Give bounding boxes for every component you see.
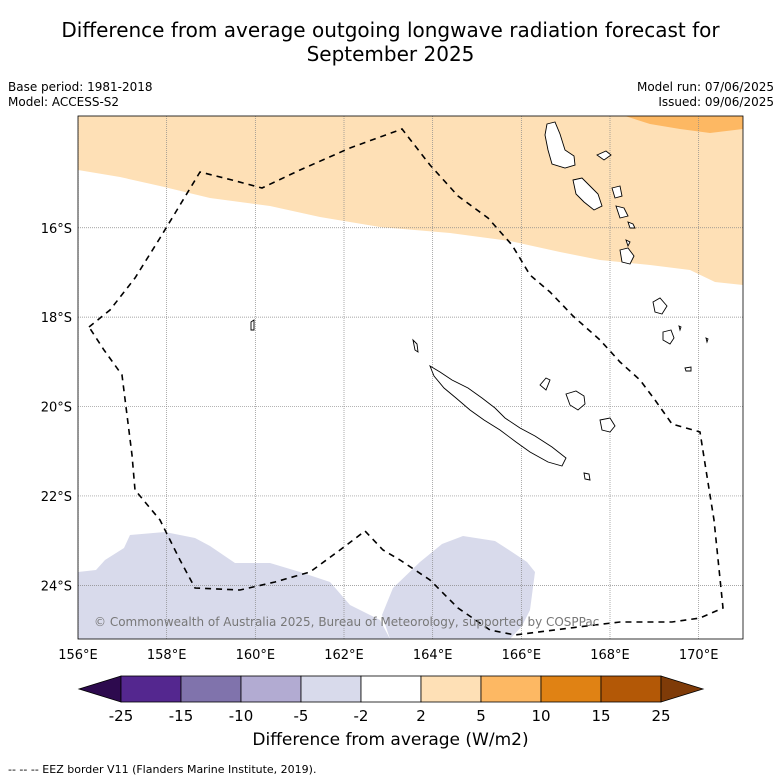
colorbar-swatch — [120, 675, 182, 703]
vanuatu-erromango — [615, 205, 629, 219]
colorbar-swatch — [240, 675, 302, 703]
colorbar-swatches — [77, 675, 705, 703]
colorbar-tick-labels: -25 -15 -10 -5 -2 2 5 10 15 25 — [109, 707, 671, 725]
anomaly-positive-band — [78, 116, 743, 285]
latitude-tick-labels: 16°S 18°S 20°S 22°S 24°S — [41, 222, 72, 595]
loyalty-lifou — [565, 390, 586, 411]
vanuatu-small-2 — [625, 239, 631, 248]
model-run: Model run: 07/06/2025 — [636, 80, 774, 94]
colorbar-swatch — [180, 675, 242, 703]
colorbar-extend-max — [660, 675, 705, 703]
anomaly-positive-strong — [625, 116, 743, 133]
vanuatu-tanna — [619, 247, 635, 265]
lat-tick-label: 18°S — [41, 311, 72, 326]
colorbar-swatch — [480, 675, 542, 703]
vanuatu-small-1 — [627, 221, 636, 229]
vanuatu-santo — [544, 121, 576, 169]
map-frame — [77, 115, 744, 640]
vanuatu-malekula — [572, 177, 603, 211]
loyalty-mare — [599, 417, 616, 433]
meta-right: Model run: 07/06/2025 Issued: 09/06/2025 — [637, 80, 774, 110]
vanuatu-ambae — [596, 150, 612, 161]
lat-tick-label: 22°S — [41, 490, 72, 505]
small-reef-3 — [705, 337, 709, 344]
colorbar-tick-label: 25 — [651, 707, 670, 725]
colorbar-tick-label: 2 — [416, 707, 426, 725]
title-line-1: Difference from average outgoing longwav… — [61, 18, 720, 42]
colorbar-swatch — [300, 675, 362, 703]
lon-tick-label: 166°E — [502, 648, 542, 663]
lat-tick-label: 16°S — [41, 222, 72, 237]
colorbar-tick-label: 15 — [591, 707, 610, 725]
loyalty-ouvea — [539, 377, 551, 391]
colorbar-swatch — [420, 675, 482, 703]
base-period: Base period: 1981-2018 — [8, 80, 153, 94]
eez-border — [87, 128, 724, 636]
title-line-2: September 2025 — [306, 42, 475, 66]
issued-date: Issued: 09/06/2025 — [658, 95, 774, 109]
colorbar-tick-label: -5 — [294, 707, 309, 725]
colorbar-tick-label: -2 — [354, 707, 369, 725]
copyright-text: © Commonwealth of Australia 2025, Bureau… — [94, 615, 599, 629]
matthew-island-2 — [662, 329, 675, 345]
lat-tick-label: 24°S — [41, 579, 72, 594]
longitude-tick-labels: 156°E 158°E 160°E 162°E 164°E 166°E 168°E 170°E — [58, 648, 718, 663]
isle-of-pines — [583, 472, 591, 481]
small-reef-1 — [250, 319, 255, 331]
chart-title: Difference from average outgoing longwav… — [0, 18, 781, 66]
coastlines — [250, 121, 709, 481]
colorbar-swatch — [600, 675, 662, 703]
colorbar-extend-min — [77, 675, 122, 703]
hunter-island — [684, 366, 692, 372]
model-name: Model: ACCESS-S2 — [8, 95, 120, 109]
meta-left: Base period: 1981-2018 Model: ACCESS-S2 — [8, 80, 153, 110]
matthew-island-1 — [652, 297, 668, 315]
lat-tick-label: 20°S — [41, 401, 72, 416]
lon-tick-label: 170°E — [679, 648, 719, 663]
colorbar-swatch — [540, 675, 602, 703]
lon-tick-label: 164°E — [413, 648, 453, 663]
colorbar-tick-label: 10 — [531, 707, 550, 725]
lon-tick-label: 156°E — [58, 648, 98, 663]
lon-tick-label: 158°E — [147, 648, 187, 663]
lon-tick-label: 162°E — [324, 648, 364, 663]
colorbar-label: Difference from average (W/m2) — [252, 730, 529, 750]
anomaly-negative-right — [382, 536, 535, 639]
colorbar-tick-label: -10 — [229, 707, 254, 725]
colorbar-tick-label: -25 — [109, 707, 134, 725]
vanuatu-efate — [611, 185, 623, 199]
belep-island — [412, 338, 419, 353]
colorbar-tick-label: 5 — [476, 707, 486, 725]
small-reef-2 — [678, 325, 682, 332]
lon-tick-label: 168°E — [590, 648, 630, 663]
lon-tick-label: 160°E — [236, 648, 276, 663]
colorbar-swatch — [360, 675, 422, 703]
eez-legend-note: -- -- -- EEZ border V11 (Flanders Marine… — [8, 763, 317, 776]
new-caledonia-main — [429, 364, 567, 467]
colorbar-tick-label: -15 — [169, 707, 194, 725]
